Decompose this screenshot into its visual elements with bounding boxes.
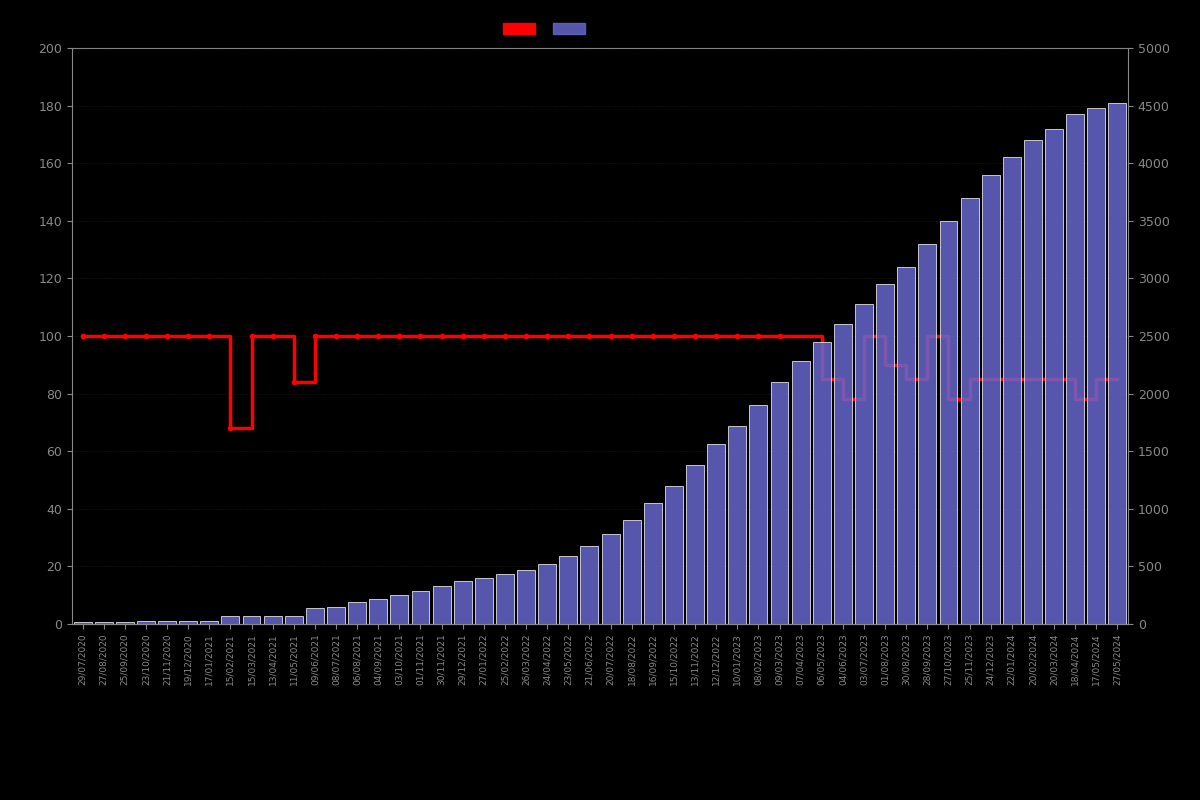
Bar <box>707 444 725 624</box>
Bar <box>475 578 493 624</box>
Bar <box>581 546 599 624</box>
Bar <box>770 382 788 624</box>
Bar <box>898 267 916 624</box>
Bar <box>1045 129 1063 624</box>
Bar <box>1109 103 1127 624</box>
Bar <box>644 503 661 624</box>
Bar <box>834 325 852 624</box>
Bar <box>284 615 302 624</box>
Bar <box>623 520 641 624</box>
Bar <box>750 405 767 624</box>
Bar <box>1087 108 1105 624</box>
Bar <box>116 622 133 624</box>
Bar <box>539 564 556 624</box>
Bar <box>454 582 472 624</box>
Legend: , : , <box>504 22 590 35</box>
Bar <box>158 622 176 624</box>
Bar <box>306 608 324 624</box>
Bar <box>95 622 113 624</box>
Bar <box>665 486 683 624</box>
Bar <box>200 622 218 624</box>
Bar <box>179 622 197 624</box>
Bar <box>73 622 91 624</box>
Bar <box>222 616 239 624</box>
Bar <box>918 244 936 624</box>
Bar <box>792 362 810 624</box>
Bar <box>686 465 704 624</box>
Bar <box>559 556 577 624</box>
Bar <box>1024 140 1042 624</box>
Bar <box>876 284 894 624</box>
Bar <box>982 174 1000 624</box>
Bar <box>390 595 408 624</box>
Bar <box>496 574 514 624</box>
Bar <box>812 342 830 624</box>
Bar <box>728 426 746 624</box>
Bar <box>412 590 430 624</box>
Bar <box>601 534 619 624</box>
Bar <box>328 606 344 624</box>
Bar <box>856 304 872 624</box>
Bar <box>348 602 366 624</box>
Bar <box>242 616 260 624</box>
Bar <box>940 221 958 624</box>
Bar <box>1003 158 1021 624</box>
Bar <box>370 598 388 624</box>
Bar <box>264 616 282 624</box>
Bar <box>433 586 450 624</box>
Bar <box>961 198 978 624</box>
Bar <box>517 570 535 624</box>
Bar <box>137 622 155 624</box>
Bar <box>1067 114 1084 624</box>
